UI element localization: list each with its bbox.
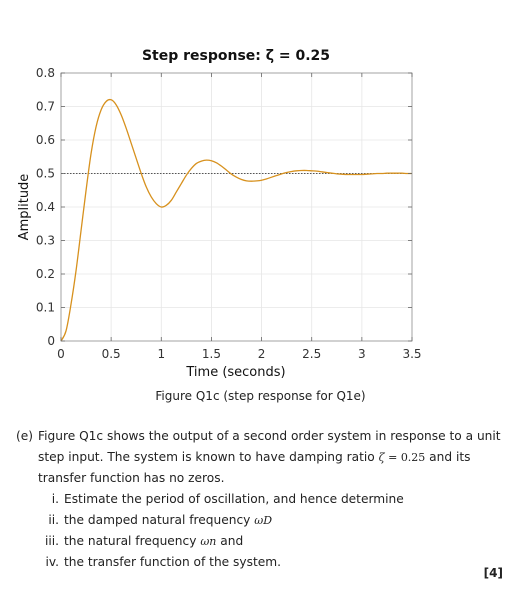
y-tick-label: 0.5 (36, 167, 55, 181)
item-number: ii. (48, 513, 59, 527)
y-tick-label: 0.3 (36, 234, 55, 248)
x-axis-label: Time (seconds) (185, 365, 285, 380)
question-block: (e) Figure Q1c shows the output of a sec… (16, 426, 506, 573)
marks-label: [4] (483, 566, 503, 580)
axis-ticks: 0 0.5 1 1.5 2 2.5 3 3.5 0 0.1 0.2 0.3 0.4 0.5 0.6 0.7 0.… (36, 66, 422, 361)
question-text: Figure Q1c shows the output of a second … (38, 426, 506, 489)
x-tick-label: 1.5 (202, 347, 221, 361)
zeta-symbol: ζ (378, 451, 385, 464)
x-tick-label: 3.5 (402, 347, 421, 361)
omega-n-symbol: ωn (200, 535, 217, 548)
omega-d-symbol: ωD (254, 514, 273, 527)
item-text: the damped natural frequency (64, 513, 255, 527)
list-item: ii. the damped natural frequency ωD (38, 510, 506, 531)
intro-text-1: Figure Q1c shows the output of a second … (38, 429, 501, 464)
question-part-label: (e) (16, 429, 34, 443)
step-response-chart: 0 0.5 1 1.5 2 2.5 3 3.5 0 0.1 0.2 0.3 0.4 0.5 0.6 0.7 0.… (17, 48, 422, 380)
x-tick-label: 2.5 (302, 347, 321, 361)
x-tick-label: 0 (57, 347, 65, 361)
item-text: the transfer function of the system. (64, 555, 281, 569)
x-tick-label: 1 (157, 347, 165, 361)
equals-sign: = (384, 451, 401, 464)
list-item: iii. the natural frequency ωn and (38, 531, 506, 552)
list-item: iv. the transfer function of the system. (38, 552, 506, 573)
item-number: i. (51, 492, 59, 506)
x-tick-label: 3 (358, 347, 366, 361)
intro-text-2: and its transfer function has no zeros. (38, 450, 471, 485)
x-tick-label: 2 (258, 347, 266, 361)
y-tick-label: 0.7 (36, 100, 55, 114)
question-intro: (e) Figure Q1c shows the output of a sec… (16, 426, 506, 489)
item-number: iii. (44, 534, 59, 548)
list-item: i. Estimate the period of oscillation, a… (38, 489, 506, 510)
sub-question-list: i. Estimate the period of oscillation, a… (16, 489, 506, 573)
zeta-value: 0.25 (400, 451, 426, 464)
item-text: Estimate the period of oscillation, and … (64, 492, 404, 506)
y-tick-label: 0.8 (36, 66, 55, 80)
y-tick-label: 0.4 (36, 200, 55, 214)
y-axis-label: Amplitude (17, 174, 32, 241)
y-tick-label: 0 (47, 334, 55, 348)
y-tick-label: 0.2 (36, 267, 55, 281)
y-tick-label: 0.1 (36, 301, 55, 315)
figure-caption: Figure Q1c (step response for Q1e) (155, 389, 366, 403)
item-number: iv. (45, 555, 59, 569)
item-text: the natural frequency (64, 534, 201, 548)
y-tick-label: 0.6 (36, 133, 55, 147)
item-suffix: and (216, 534, 244, 548)
x-tick-label: 0.5 (102, 347, 121, 361)
chart-title: Step response: ζ = 0.25 (142, 48, 330, 64)
step-response-curve (60, 98, 413, 342)
